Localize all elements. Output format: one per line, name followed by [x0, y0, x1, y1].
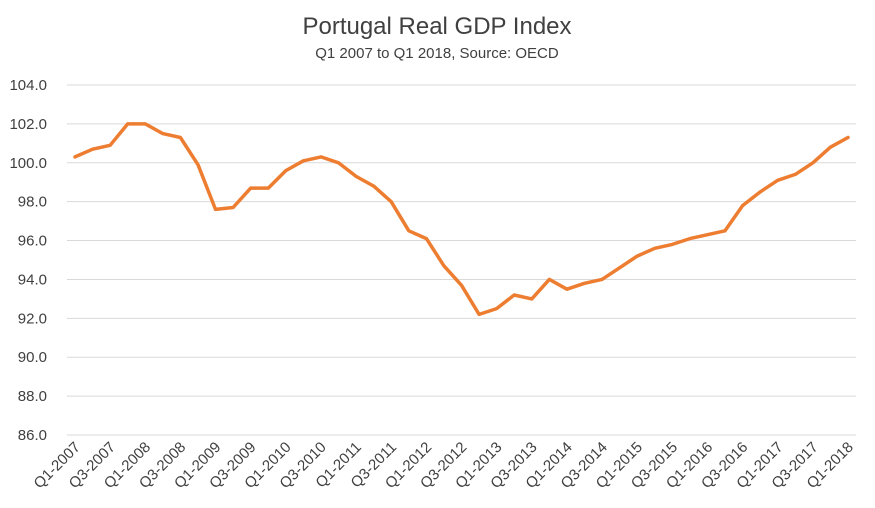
- data-point: [846, 136, 850, 139]
- gdp-series: [73, 122, 850, 317]
- y-tick-label: 92.0: [18, 310, 47, 327]
- data-point: [758, 190, 762, 194]
- data-point: [547, 277, 551, 281]
- data-point: [811, 161, 815, 165]
- data-point: [143, 122, 147, 126]
- data-point: [460, 283, 463, 287]
- data-point: [723, 229, 727, 233]
- data-point: [635, 254, 639, 258]
- data-point: [582, 281, 586, 285]
- data-point: [319, 155, 323, 159]
- chart-title: Portugal Real GDP Index: [302, 13, 571, 40]
- data-point: [565, 287, 569, 291]
- y-tick-label: 102.0: [9, 116, 47, 133]
- data-point: [495, 307, 499, 311]
- y-tick-label: 88.0: [18, 388, 47, 405]
- y-tick-label: 100.0: [9, 155, 47, 172]
- y-tick-label: 104.0: [9, 77, 47, 94]
- data-point: [793, 172, 797, 176]
- data-point: [196, 163, 200, 167]
- data-point: [108, 143, 112, 147]
- data-point: [828, 145, 832, 149]
- y-tick-label: 94.0: [18, 271, 47, 288]
- data-point: [477, 312, 481, 316]
- data-point: [670, 242, 674, 246]
- data-point: [337, 161, 341, 165]
- data-point: [178, 136, 182, 139]
- gridlines: [67, 84, 856, 436]
- y-tick-label: 96.0: [18, 233, 47, 250]
- y-tick-label: 90.0: [18, 349, 47, 366]
- data-point: [284, 169, 288, 173]
- x-axis-ticks: Q1-2007Q3-2007Q1-2008Q3-2008Q1-2009Q3-20…: [31, 439, 857, 492]
- y-tick-label: 86.0: [18, 427, 47, 444]
- data-point: [705, 233, 709, 237]
- data-point: [161, 132, 165, 136]
- data-point: [530, 297, 534, 301]
- data-point: [512, 293, 516, 297]
- data-point: [407, 229, 411, 233]
- data-point: [249, 186, 253, 190]
- data-point: [600, 277, 604, 281]
- y-axis-ticks: 86.0 88.0 90.0 92.0 94.0 96.0 98.0 100.0 102.0 10…: [9, 77, 47, 444]
- data-point: [442, 264, 446, 268]
- chart-subtitle: Q1 2007 to Q1 2018, Source: OECD: [315, 45, 559, 62]
- data-point: [688, 237, 692, 241]
- data-point: [389, 200, 393, 204]
- data-point: [301, 159, 305, 163]
- data-point: [231, 206, 235, 209]
- data-point: [126, 122, 130, 126]
- data-point: [214, 207, 218, 211]
- data-point: [73, 155, 77, 159]
- data-point: [91, 147, 95, 151]
- data-point: [354, 174, 358, 178]
- data-point: [266, 186, 270, 190]
- data-point: [372, 184, 376, 188]
- data-point: [741, 204, 745, 208]
- data-point: [424, 237, 428, 241]
- y-tick-label: 98.0: [18, 194, 47, 211]
- data-point: [653, 246, 657, 250]
- data-point: [776, 178, 780, 182]
- data-point: [618, 266, 622, 270]
